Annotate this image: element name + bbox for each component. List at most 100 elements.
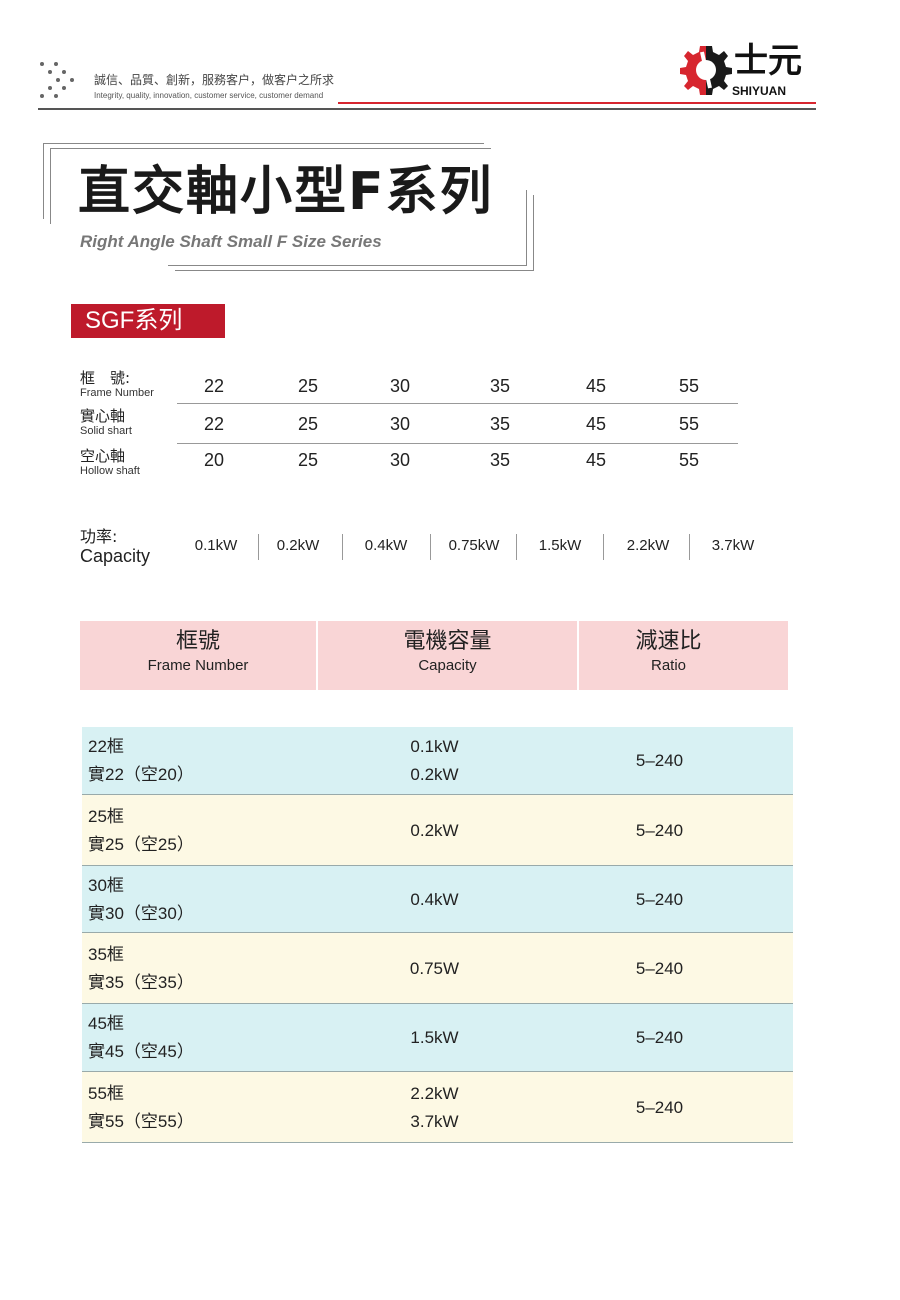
capacity-value: 0.4kW bbox=[364, 537, 408, 554]
frame-text: 22框 bbox=[88, 737, 124, 756]
capacity-text: 0.1kW bbox=[410, 737, 459, 756]
page-title: 直交軸小型F系列 bbox=[78, 162, 494, 222]
capacity-value: 1.5kW bbox=[538, 537, 582, 554]
spec-value: 45 bbox=[585, 414, 607, 434]
header-cn: 電機容量 bbox=[403, 629, 492, 654]
capacity-cell: 0.4kW bbox=[382, 886, 487, 914]
frame-cell: 25框實25（空25） bbox=[88, 803, 194, 859]
capacity-value: 0.75kW bbox=[448, 537, 500, 554]
chevron-dots-icon bbox=[38, 60, 78, 100]
capacity-value: 2.2kW bbox=[626, 537, 670, 554]
capacity-text: 0.2kW bbox=[410, 765, 459, 784]
title-frame bbox=[50, 148, 491, 224]
frame-text: 25框 bbox=[88, 806, 124, 826]
header-cn: 框號 bbox=[175, 629, 220, 654]
spec-value: 22 bbox=[203, 376, 225, 396]
slogan-chinese: 誠信、品質、創新，服務客户，做客户之所求 bbox=[94, 73, 335, 87]
frame-cell: 35框 實35（空35） bbox=[88, 941, 194, 997]
capacity-text: 0.2kW bbox=[410, 820, 459, 840]
label-cn: 功率: bbox=[80, 527, 118, 546]
spec-value: 55 bbox=[678, 414, 700, 434]
spec-value: 22 bbox=[203, 414, 225, 434]
spec-value: 30 bbox=[389, 376, 411, 396]
table-row: 55框實55（空55） 2.2kW 3.7kW 5–240 bbox=[82, 1072, 793, 1143]
shaft-text: 實22（空20） bbox=[88, 765, 194, 784]
ratio-cell: 5–240 bbox=[635, 1097, 684, 1117]
header-divider bbox=[38, 108, 816, 110]
spec-value: 25 bbox=[297, 414, 319, 434]
shaft-text: 實55（空55） bbox=[88, 1111, 194, 1131]
spec-value: 25 bbox=[297, 450, 319, 470]
table-row: 22框實22（空20） 0.1kW 0.2kW 5–240 bbox=[82, 727, 793, 795]
page-subtitle: Right Angle Shaft Small F Size Series bbox=[80, 232, 382, 251]
header-cn: 減速比 bbox=[635, 629, 702, 654]
capacity-text: 2.2kW bbox=[410, 1083, 459, 1103]
label-en: Frame Number bbox=[80, 387, 154, 399]
spec-value: 45 bbox=[585, 376, 607, 396]
label-en: Solid shart bbox=[80, 425, 132, 437]
capacity-text: 0.4kW bbox=[410, 889, 459, 909]
capacity-value: 0.1kW bbox=[194, 537, 238, 554]
series-badge: SGF系列 bbox=[71, 304, 225, 338]
ratio-cell: 5–240 bbox=[635, 958, 684, 978]
spec-value: 35 bbox=[489, 376, 511, 396]
capacity-cell: 0.1kW 0.2kW bbox=[382, 733, 487, 789]
spec-row-label: 實心軸 Solid shart bbox=[80, 408, 132, 438]
label-en: Hollow shaft bbox=[80, 465, 140, 477]
capacity-divider bbox=[258, 534, 259, 560]
spec-value: 35 bbox=[489, 450, 511, 470]
frame-cell: 22框實22（空20） bbox=[88, 733, 194, 789]
table-row: 45框實45（空45） 1.5kW 5–240 bbox=[82, 1004, 793, 1072]
label-cn: 框 號: bbox=[80, 369, 131, 387]
header-en: Frame Number bbox=[147, 657, 249, 674]
shaft-text: 實25（空25） bbox=[88, 834, 194, 854]
spec-row-label: 框 號: Frame Number bbox=[80, 370, 154, 400]
column-header-capacity: 電機容量 Capacity bbox=[318, 621, 577, 690]
capacity-divider bbox=[603, 534, 604, 560]
frame-cell: 55框實55（空55） bbox=[88, 1080, 194, 1136]
spec-divider bbox=[177, 403, 738, 404]
frame-text: 30框 bbox=[88, 875, 124, 895]
capacity-cell: 0.2kW bbox=[382, 817, 487, 845]
spec-value: 25 bbox=[297, 376, 319, 396]
table-row: 35框 實35（空35） 0.75W 5–240 bbox=[82, 933, 793, 1004]
label-en: Capacity bbox=[80, 546, 151, 566]
shaft-text: 實45（空45） bbox=[88, 1042, 194, 1061]
logo: 士元 SHIYUAN bbox=[680, 40, 820, 100]
table-row: 25框 實25（空25） 0.2kW 5–240 bbox=[82, 795, 793, 866]
header-red-line bbox=[338, 102, 816, 104]
spec-value: 55 bbox=[678, 450, 700, 470]
spec-value: 30 bbox=[389, 414, 411, 434]
capacity-text: 1.5kW bbox=[410, 1028, 459, 1047]
title-frame bbox=[175, 195, 534, 271]
capacity-cell: 2.2kW 3.7kW bbox=[382, 1080, 487, 1136]
spec-row-label: 空心軸 Hollow shaft bbox=[80, 448, 140, 478]
gear-logo-icon bbox=[680, 46, 732, 95]
header-en: Capacity bbox=[418, 657, 477, 674]
capacity-divider bbox=[430, 534, 431, 560]
spec-value: 30 bbox=[389, 450, 411, 470]
spec-value: 35 bbox=[489, 414, 511, 434]
ratio-cell: 5–240 bbox=[635, 1028, 684, 1047]
table-row: 30框實30（空30） 0.4kW 5–240 bbox=[82, 866, 793, 933]
spec-value: 55 bbox=[678, 376, 700, 396]
frame-text: 45框 bbox=[88, 1014, 124, 1033]
title-frame bbox=[43, 143, 484, 219]
column-header-frame: 框號 Frame Number bbox=[80, 621, 316, 690]
frame-cell: 30框實30（空30） bbox=[88, 872, 194, 928]
spec-value: 45 bbox=[585, 450, 607, 470]
column-header-ratio: 減速比 Ratio bbox=[579, 621, 788, 690]
logo-english: SHIYUAN bbox=[732, 84, 787, 98]
ratio-cell: 5–240 bbox=[635, 889, 684, 909]
shaft-text: 實30（空30） bbox=[88, 903, 194, 923]
capacity-value: 3.7kW bbox=[711, 537, 755, 554]
capacity-divider bbox=[516, 534, 517, 560]
capacity-value: 0.2kW bbox=[276, 537, 320, 554]
frame-text: 55框 bbox=[88, 1083, 124, 1103]
frame-cell: 45框實45（空45） bbox=[88, 1010, 194, 1066]
capacity-divider bbox=[689, 534, 690, 560]
shaft-text: 實35（空35） bbox=[88, 972, 194, 992]
header-en: Ratio bbox=[650, 657, 687, 674]
ratio-cell: 5–240 bbox=[635, 751, 684, 770]
